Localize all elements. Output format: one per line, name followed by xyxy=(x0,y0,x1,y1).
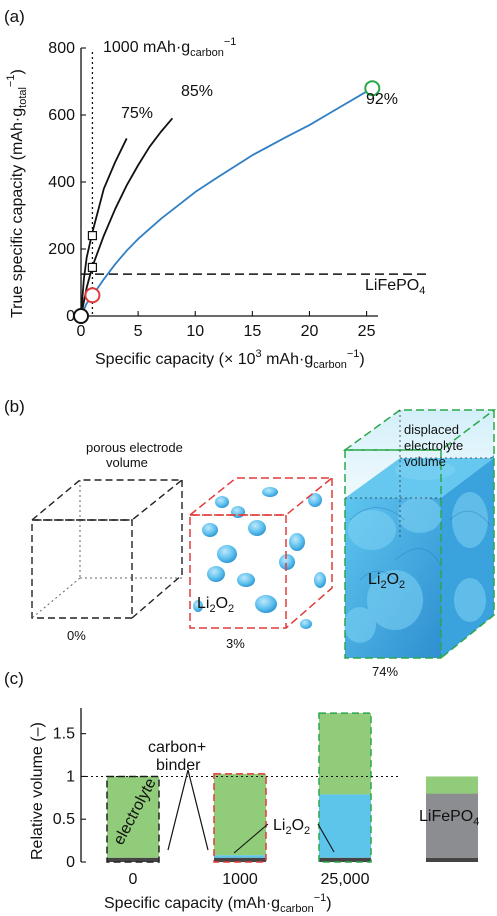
a-marker-circle xyxy=(364,80,381,97)
cube-caption-0: 0% xyxy=(67,628,86,643)
cube-74pct xyxy=(342,409,497,659)
a-vline-label: 1000 mAh·gcarbon−1 xyxy=(103,36,236,59)
c-bar-segment xyxy=(319,713,371,795)
a-marker-square xyxy=(87,231,98,241)
c-bar-segment xyxy=(319,857,371,862)
c-ytick-label: 1.5 xyxy=(53,726,75,743)
c-xtick-label: 25,000 xyxy=(321,871,370,888)
c-carbon-label-2: binder xyxy=(156,757,201,774)
c-li2o2-label: Li2O2 xyxy=(273,817,310,837)
c-bar-segment xyxy=(319,794,371,858)
c-bar-outline xyxy=(318,712,372,863)
a-xtick-label: 20 xyxy=(301,323,319,340)
c-xtick-label: 1000 xyxy=(222,871,258,888)
a-series-label-85: 85% xyxy=(181,83,213,100)
a-marker-square xyxy=(87,262,98,273)
a-series-label-92: 92% xyxy=(366,91,398,108)
a-ytick-label: 800 xyxy=(48,40,75,57)
a-xtick-label: 10 xyxy=(186,323,204,340)
panel-label-c: (c) xyxy=(4,669,24,688)
c-li2o2-pointer-2 xyxy=(317,823,335,853)
a-xtick-label: 15 xyxy=(243,323,261,340)
cube-diagrams: porous electrode volume 0% xyxy=(30,409,497,679)
a-xtick-label: 5 xyxy=(134,323,143,340)
c-bar-segment xyxy=(107,857,159,862)
a-marker-circle xyxy=(84,287,101,304)
cube-caption-3: 3% xyxy=(226,636,245,651)
c-carbon-label-1: carbon+ xyxy=(148,739,206,756)
a-lifepo-label: LiFePO4 xyxy=(365,277,425,297)
a-series-92pct xyxy=(80,87,373,317)
a-xlabel: Specific capacity (× 103 mAh·gcarbon−1) xyxy=(95,348,365,371)
a-ytick-label: 600 xyxy=(48,107,75,124)
c-ytick-label: 1 xyxy=(66,768,75,785)
panel-label-a: (a) xyxy=(4,7,25,26)
c-xlabel: Specific capacity (mAh·gcarbon−1) xyxy=(104,892,332,915)
c-bar-segment xyxy=(426,857,478,862)
c-ytick-label: 0 xyxy=(66,854,75,871)
a-series-85pct xyxy=(80,117,174,317)
c-carbon-pointer xyxy=(167,769,209,851)
cube-displaced-label-1: displaced xyxy=(404,422,459,437)
cube-li2o2-label-small: Li2O2 xyxy=(197,595,234,615)
cube-empty xyxy=(30,479,184,619)
c-bar-segment xyxy=(214,857,266,862)
chart-a: 0 5 10 15 20 25 0 200 400 600 800 1000 mAh·gcarbon… xyxy=(5,36,430,371)
c-lifepo-label: LiFePO4 xyxy=(419,808,479,828)
a-xtick-label: 25 xyxy=(358,323,376,340)
a-ytick-label: 0 xyxy=(66,308,75,325)
cube-porous-label-2: volume xyxy=(106,455,148,470)
chart-c: 00.511.5 0 1000 25,000 carbon+ binder elec… xyxy=(29,708,479,915)
a-ytick-label: 200 xyxy=(48,241,75,258)
a-marker-circle xyxy=(73,308,89,324)
c-bar-segment xyxy=(426,776,478,794)
a-ytick-label: 400 xyxy=(48,174,75,191)
c-ylabel: Relative volume (–) xyxy=(29,722,46,860)
cube-porous-label-1: porous electrode xyxy=(86,440,183,455)
c-bar-segment xyxy=(214,773,266,856)
cube-3pct xyxy=(187,477,335,629)
c-bar-outline xyxy=(213,773,267,863)
a-xtick-label: 0 xyxy=(77,323,86,340)
a-ylabel: True specific capacity (mAh·gtotal−1) xyxy=(5,69,29,318)
cube-li2o2-label-large: Li2O2 xyxy=(368,571,405,591)
cube-displaced-label-2: electrolyte xyxy=(404,438,463,453)
panel-label-b: (b) xyxy=(4,397,25,416)
c-ytick-label: 0.5 xyxy=(53,811,75,828)
a-series-label-75: 75% xyxy=(121,105,153,122)
c-bar-segment xyxy=(426,793,478,858)
cube-caption-74: 74% xyxy=(372,664,398,679)
c-bar-segment xyxy=(107,776,159,858)
c-xtick-label: 0 xyxy=(129,871,138,888)
c-li2o2-pointer-1 xyxy=(233,823,269,854)
c-bar-segment xyxy=(214,855,266,858)
cube-displaced-label-3: volume xyxy=(404,454,446,469)
